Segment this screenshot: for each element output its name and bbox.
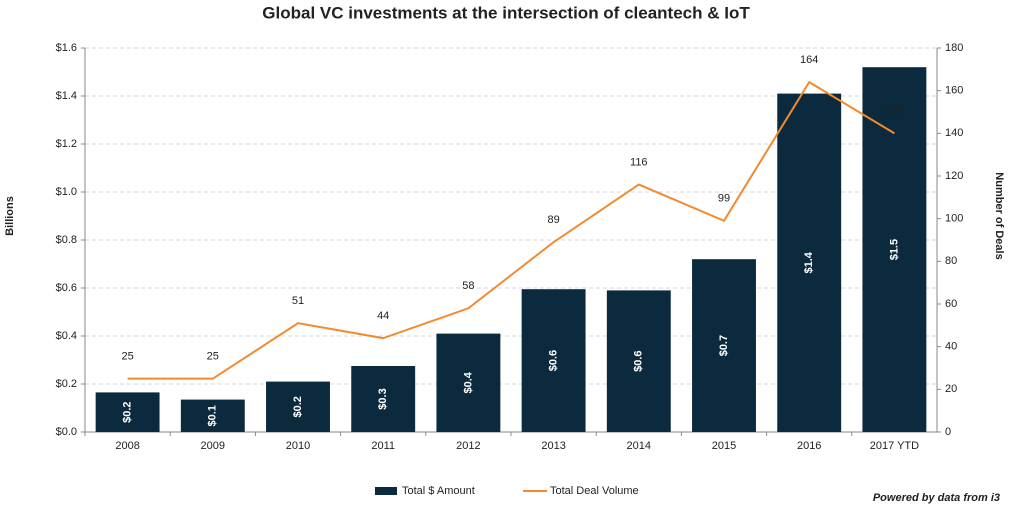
line-value-label: 116 [630,156,648,168]
bar [692,259,756,432]
bar-value-label: $0.2 [122,401,134,422]
bar [862,67,927,432]
legend-label: Total $ Amount [402,485,475,497]
y-tick-label: $1.6 [56,42,77,54]
bar-value-label: $0.6 [548,350,560,371]
y2-tick-label: 100 [945,213,963,225]
bar [777,93,842,432]
y2-tick-label: 140 [945,127,963,139]
x-tick-label: 2010 [286,440,310,452]
bar [351,366,416,432]
y-tick-label: $1.2 [56,138,77,150]
bar-value-label: $1.4 [803,251,815,273]
y2-tick-label: 20 [945,383,957,395]
x-tick-label: 2011 [371,440,395,452]
legend-swatch [375,487,397,495]
x-tick-label: 2009 [201,440,225,452]
y2-tick-label: 160 [945,85,963,97]
bar-value-label: $0.7 [718,335,730,356]
chart-title: Global VC investments at the intersectio… [262,3,750,22]
y2-tick-label: 40 [945,341,957,353]
x-tick-label: 2013 [541,440,565,452]
y-axis-title: Billions [4,196,16,236]
bar-value-label: $0.3 [377,388,389,409]
y-tick-label: $0.8 [56,234,77,246]
legend-label: Total Deal Volume [550,485,639,497]
line-value-label: 25 [121,351,133,363]
y2-axis-title: Number of Deals [993,172,1005,259]
y-tick-label: $0.4 [56,330,77,342]
bar-value-label: $0.4 [462,371,474,393]
bar-value-label: $0.6 [633,350,645,371]
bar [95,392,160,432]
x-tick-label: 2015 [712,440,736,452]
bar [436,333,501,432]
bar [521,289,586,432]
x-tick-label: 2017 YTD [870,440,919,452]
bar-value-label: $0.2 [292,396,304,417]
x-tick-label: 2012 [456,440,480,452]
line-value-label: 89 [547,214,559,226]
x-tick-label: 2014 [627,440,651,452]
y2-tick-label: 0 [945,426,951,438]
y-tick-label: $0.2 [56,378,77,390]
y-tick-label: $0.0 [56,426,77,438]
line-value-label: 44 [377,310,389,322]
y2-tick-label: 60 [945,298,957,310]
bar [606,290,671,432]
footnote: Powered by data from i3 [873,492,1000,504]
line-value-label: 25 [207,351,219,363]
line [127,80,895,380]
y-tick-label: $0.6 [56,282,77,294]
y2-tick-label: 120 [945,170,963,182]
x-tick-label: 2016 [797,440,821,452]
y-tick-label: $1.4 [56,90,77,102]
bar [266,381,330,432]
x-tick-label: 2008 [115,440,139,452]
y2-tick-label: 180 [945,42,963,54]
bar [180,399,245,432]
line-value-label: 99 [718,193,730,205]
line-value-label: 164 [800,54,818,66]
y-tick-label: $1.0 [56,186,77,198]
line-value-label: 51 [292,295,304,307]
line-value-label: 140 [885,105,903,117]
bar-value-label: $0.1 [207,405,219,426]
bar-value-label: $1.5 [888,239,900,260]
line-value-label: 58 [462,280,474,292]
y2-tick-label: 80 [945,255,957,267]
